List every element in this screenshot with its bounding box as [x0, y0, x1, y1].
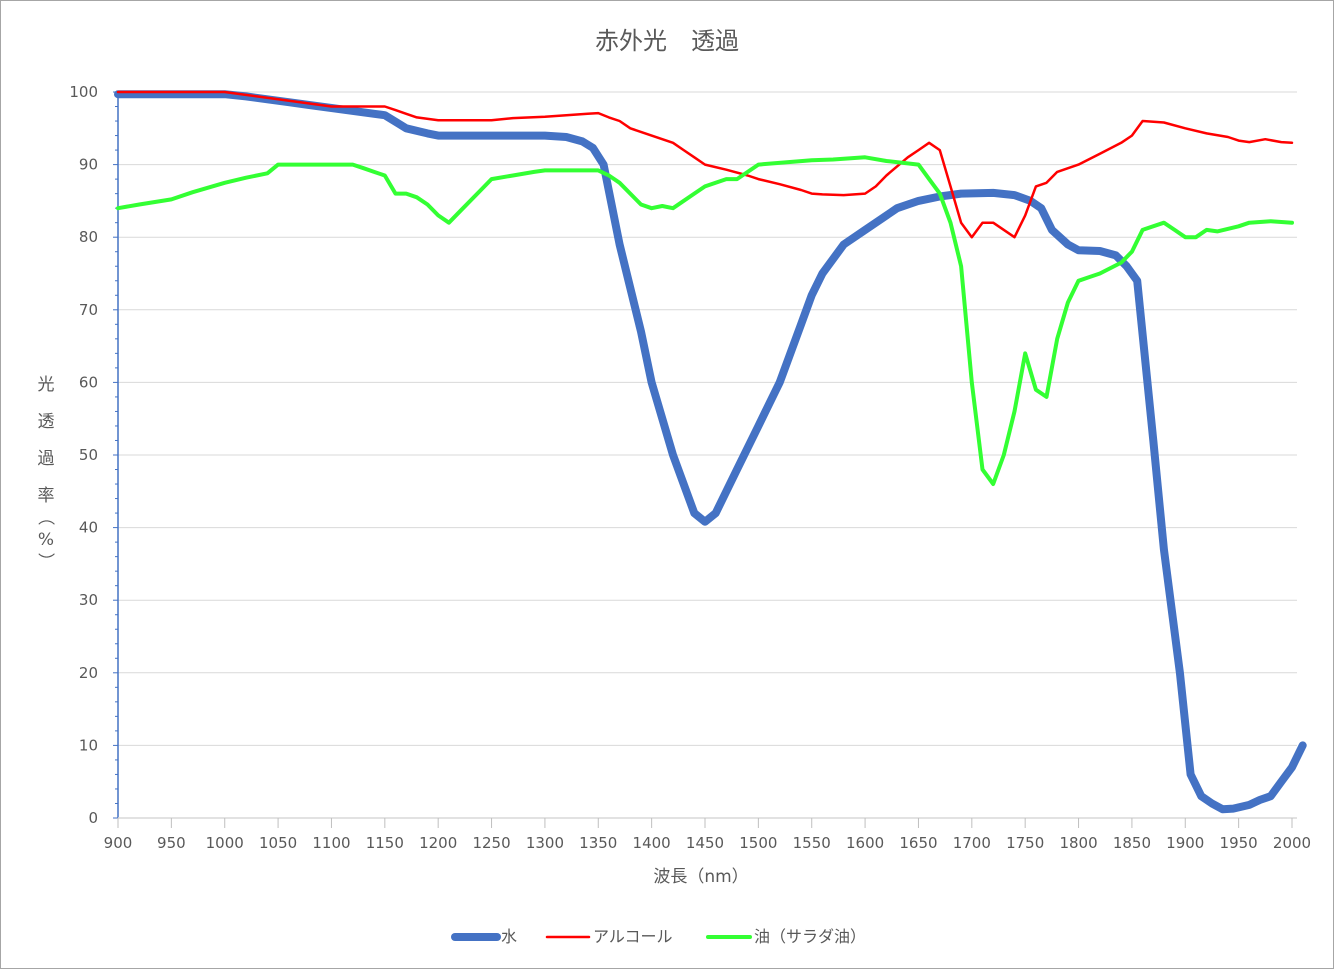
legend-item-1: 水 [451, 927, 517, 946]
x-tick-label: 1050 [259, 834, 297, 852]
y-axis-label-char: 光 [38, 375, 55, 395]
y-tick-label: 20 [79, 664, 98, 682]
y-tick-label: 40 [79, 519, 98, 537]
x-tick-label: 1250 [472, 834, 510, 852]
y-axis-label-char: % [38, 530, 54, 550]
x-tick-label: 1850 [1113, 834, 1151, 852]
y-tick-label: 30 [79, 591, 98, 609]
y-axis-label-char: 透 [38, 412, 55, 432]
legend-item-3: 油（サラダ油） [706, 927, 866, 946]
x-tick-label: 1150 [366, 834, 404, 852]
x-tick-label: 1800 [1059, 834, 1097, 852]
series-line-1 [114, 90, 1307, 814]
y-axis-label-char: （ [35, 509, 55, 526]
legend-label: アルコール [593, 927, 673, 946]
y-tick-label: 70 [79, 301, 98, 319]
y-tick-label: 80 [79, 228, 98, 246]
y-axis-label-char: 率 [38, 486, 55, 506]
y-tick-label: 10 [79, 736, 98, 754]
x-tick-label: 950 [157, 834, 186, 852]
y-axis-label-char: ） [35, 553, 55, 570]
x-tick-label: 1350 [579, 834, 617, 852]
x-tick-label: 1750 [1006, 834, 1044, 852]
legend-item-2: アルコール [545, 927, 673, 946]
y-tick-label: 50 [79, 446, 98, 464]
x-tick-label: 1100 [312, 834, 350, 852]
y-tick-label: 60 [79, 373, 98, 391]
y-axis-ticks: 0 10 20 30 40 50 60 70 80 90 100 [69, 83, 98, 827]
series-line-3 [116, 155, 1294, 486]
x-tick-label: 1650 [899, 834, 937, 852]
x-tick-label: 1200 [419, 834, 457, 852]
y-tick-label: 0 [88, 809, 98, 827]
y-tick-label: 100 [69, 83, 98, 101]
gridlines [118, 91, 1297, 746]
x-tick-label: 1900 [1166, 834, 1204, 852]
x-axis-ticks: 900 950 1000 1050 1100 1150 1200 1250 1300 1350 14… [104, 834, 1311, 852]
x-tick-label: 900 [104, 834, 133, 852]
chart-title: 赤外光 透過 [595, 27, 739, 55]
series-line-2 [116, 90, 1294, 239]
x-tick-label: 1000 [206, 834, 244, 852]
x-tick-label: 1550 [793, 834, 831, 852]
x-tick-label: 1300 [526, 834, 564, 852]
y-axis-label-char: 過 [38, 449, 55, 469]
legend: 水 アルコール 油（サラダ油） [451, 927, 866, 946]
x-tick-label: 1700 [953, 834, 991, 852]
x-tick-label: 1600 [846, 834, 884, 852]
y-tick-label: 90 [79, 156, 98, 174]
legend-label: 油（サラダ油） [754, 927, 866, 946]
x-tick-label: 2000 [1273, 834, 1311, 852]
x-tick-label: 1400 [633, 834, 671, 852]
x-tick-label: 1950 [1220, 834, 1258, 852]
x-axis-label: 波長（nm） [653, 867, 748, 887]
series-lines [114, 90, 1307, 814]
legend-label: 水 [501, 927, 517, 946]
axes [113, 91, 1297, 828]
x-tick-label: 1450 [686, 834, 724, 852]
x-tick-label: 1500 [739, 834, 777, 852]
